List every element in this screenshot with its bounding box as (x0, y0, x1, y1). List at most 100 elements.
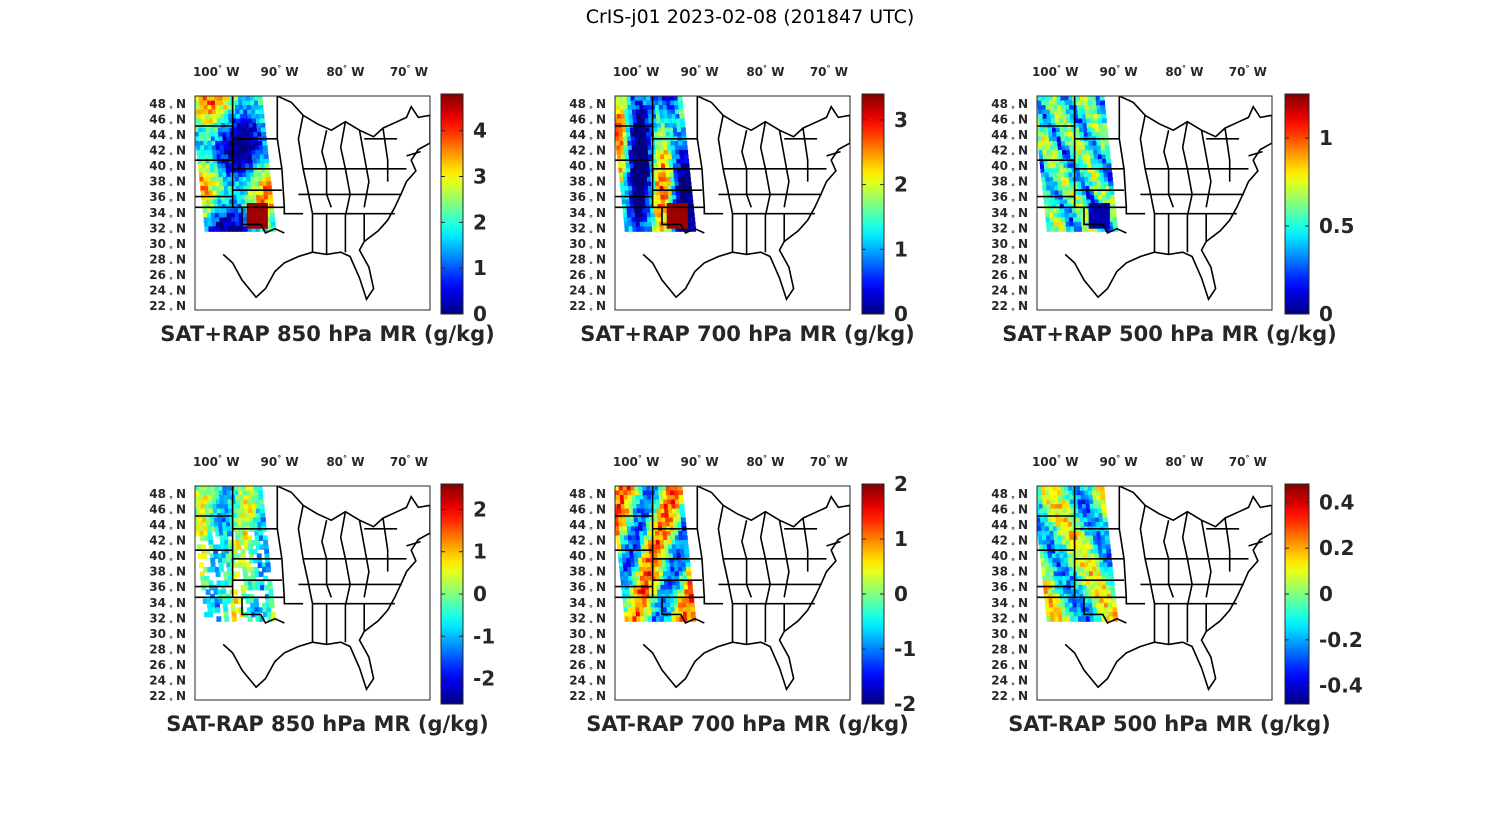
data-cell (631, 181, 637, 187)
data-cell (669, 167, 675, 174)
data-cell (623, 571, 629, 577)
data-cell (261, 522, 267, 528)
data-cell (1078, 548, 1084, 555)
data-cell (231, 611, 237, 618)
lat-tick-label: 22 ° N (569, 689, 606, 706)
data-cell (1075, 127, 1081, 133)
lat-tick-label: 46 ° N (569, 113, 606, 130)
panel-title: SAT-RAP 500 hPa MR (g/kg) (1008, 712, 1331, 736)
data-cell (195, 132, 200, 138)
data-cell (1100, 105, 1106, 111)
data-cell (656, 154, 662, 160)
data-cell (1104, 530, 1110, 537)
data-cell (227, 109, 233, 115)
data-cell (218, 172, 224, 178)
data-cell (1050, 544, 1056, 550)
data-cell (624, 109, 630, 115)
data-cell (1096, 181, 1102, 187)
data-cell (615, 499, 618, 505)
data-cell (252, 513, 258, 519)
data-cell (1054, 611, 1059, 618)
data-cell (1101, 190, 1107, 196)
data-cell (1100, 571, 1106, 577)
data-cell (638, 490, 644, 496)
data-cell (1105, 580, 1111, 586)
data-cell (1064, 490, 1070, 496)
data-cell (245, 127, 251, 133)
data-cell (199, 562, 204, 568)
data-cell (670, 607, 676, 613)
data-cell (667, 575, 673, 582)
data-cell (656, 544, 662, 550)
data-cell (647, 185, 653, 192)
data-cell (250, 571, 256, 577)
data-cell (1097, 580, 1103, 586)
data-cell (621, 118, 627, 124)
data-cell (686, 566, 691, 573)
lat-tick-label: 46 ° N (991, 503, 1028, 520)
data-cell (1057, 105, 1063, 111)
data-cell (625, 548, 631, 555)
data-cell (1037, 486, 1042, 492)
data-cell (1050, 190, 1056, 196)
data-cell (235, 607, 240, 613)
data-cell (1060, 490, 1066, 496)
data-cell (1087, 557, 1093, 564)
data-cell (1088, 495, 1094, 501)
data-cell (235, 105, 240, 111)
data-cell (1070, 149, 1075, 156)
data-cell (1057, 566, 1062, 573)
data-cell (1102, 513, 1108, 519)
data-cell (258, 607, 264, 613)
data-cell (1072, 598, 1078, 604)
data-cell (197, 544, 202, 550)
data-cell (1090, 194, 1096, 201)
data-cell (216, 226, 222, 232)
data-cell (199, 571, 205, 577)
data-cell (203, 136, 208, 142)
data-cell (221, 158, 226, 165)
data-cell (204, 535, 209, 541)
data-cell (228, 149, 233, 156)
data-cell (629, 118, 634, 124)
data-cell (201, 199, 207, 205)
data-cell (619, 566, 625, 573)
data-cell (643, 221, 649, 228)
data-cell (646, 562, 652, 568)
data-cell (627, 602, 632, 609)
data-cell (1073, 530, 1078, 537)
data-cell (670, 100, 676, 106)
data-cell (1080, 105, 1086, 111)
data-cell (239, 181, 244, 187)
data-cell (257, 127, 262, 133)
data-cell (651, 149, 657, 156)
data-cell (664, 123, 670, 129)
data-cell (1108, 217, 1114, 223)
colorbar-tick-label: 0 (894, 302, 908, 326)
data-cell (623, 530, 629, 537)
data-cell (668, 544, 673, 550)
data-cell (664, 548, 670, 555)
data-cell (241, 486, 247, 492)
data-cell (633, 548, 639, 555)
data-cell (267, 194, 273, 201)
data-cell (630, 562, 636, 568)
data-cell (1049, 100, 1054, 106)
data-cell (228, 580, 234, 586)
data-cell (675, 504, 681, 510)
data-cell (623, 217, 629, 223)
data-cell (1073, 575, 1079, 582)
data-cell (1097, 149, 1103, 156)
data-cell (206, 127, 211, 133)
data-cell (639, 217, 645, 223)
data-cell (1091, 517, 1096, 523)
data-cell (639, 571, 645, 577)
data-cell (644, 580, 650, 586)
data-cell (661, 589, 666, 595)
data-cell (1065, 140, 1070, 147)
data-cell (241, 127, 247, 133)
data-cell (1071, 199, 1077, 205)
data-cell (1108, 611, 1114, 618)
data-cell (228, 154, 234, 160)
data-cell (648, 548, 654, 555)
